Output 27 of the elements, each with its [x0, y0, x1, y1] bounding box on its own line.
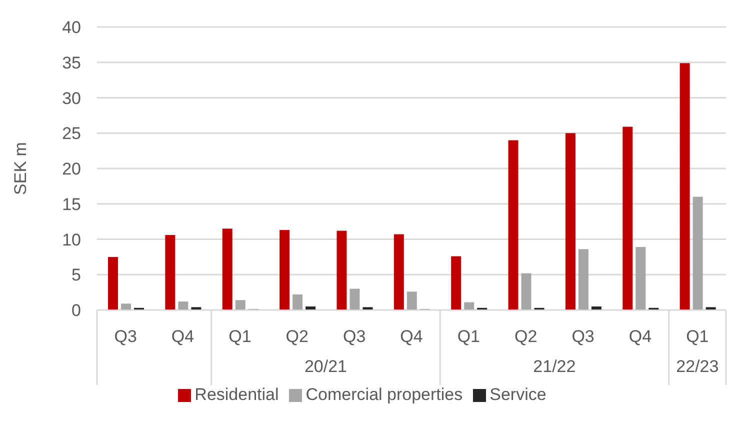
y-tick-label: 5 — [72, 266, 81, 285]
y-tick-label: 15 — [62, 194, 81, 214]
x-tick-label: Q1 — [457, 327, 480, 346]
text: 22/23 — [676, 357, 719, 376]
x-tick-label: Q2 — [514, 327, 538, 346]
x-tick-label: Q1 — [686, 327, 709, 346]
y-tick-label: 25 — [62, 124, 81, 144]
x-tick-label: Q3 — [342, 327, 366, 346]
x-tick-label: Q4 — [628, 327, 652, 346]
y-tick-label: 40 — [62, 18, 81, 38]
y-tick-label: 10 — [62, 230, 81, 250]
y-tick-label: 30 — [62, 88, 81, 108]
y-tick-label: 0 — [72, 301, 81, 320]
y-tick-label: 20 — [62, 160, 81, 179]
x-tick-label: Q4 — [171, 327, 194, 346]
x-tick-label: Q3 — [572, 327, 594, 346]
text: 20/21 — [304, 357, 347, 376]
x-tick-label: Q2 — [286, 327, 308, 346]
x-tick-label: Q1 — [228, 327, 252, 346]
y-axis-title: SEK m — [11, 142, 30, 195]
text: 21/22 — [533, 357, 576, 376]
x-tick-label: Q4 — [400, 327, 423, 346]
legend-label: Service — [490, 385, 546, 404]
legend-label: Residential — [194, 385, 279, 404]
y-tick-label: 35 — [62, 53, 81, 72]
x-tick-label: Q3 — [114, 327, 137, 346]
legend-label: Comercial properties — [306, 385, 463, 404]
